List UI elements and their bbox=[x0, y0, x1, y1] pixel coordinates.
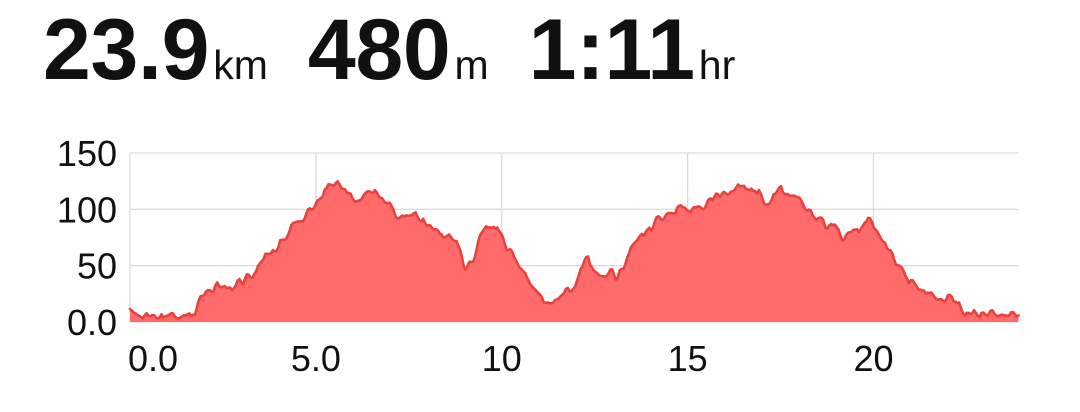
svg-text:50: 50 bbox=[77, 246, 117, 287]
svg-text:100: 100 bbox=[57, 189, 117, 230]
svg-text:0.0: 0.0 bbox=[67, 302, 117, 343]
svg-text:0.0: 0.0 bbox=[128, 338, 178, 379]
svg-text:5.0: 5.0 bbox=[291, 338, 341, 379]
svg-text:20: 20 bbox=[853, 338, 893, 379]
svg-text:10: 10 bbox=[482, 338, 522, 379]
svg-text:150: 150 bbox=[57, 133, 117, 174]
svg-text:15: 15 bbox=[668, 338, 708, 379]
